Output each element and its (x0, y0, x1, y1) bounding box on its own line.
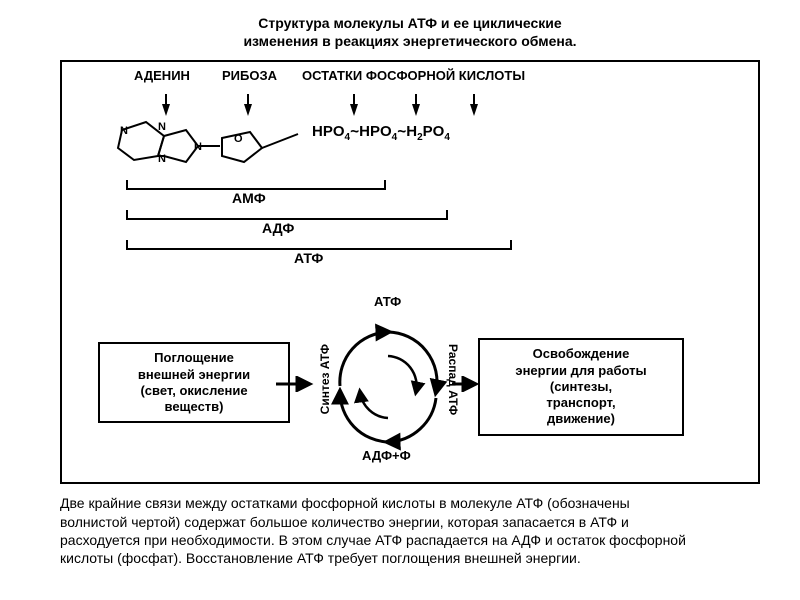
label-adenine: АДЕНИН (134, 68, 190, 83)
hpo4-2: HPO4 (359, 123, 397, 140)
label-phosphate: ОСТАТКИ ФОСФОРНОЙ КИСЛОТЫ (302, 68, 525, 83)
arrow-ribose (244, 104, 252, 116)
box-release-l2: энергии для работы (515, 363, 646, 378)
label-atp: АТФ (294, 250, 323, 266)
title: Структура молекулы АТФ и ее циклические … (60, 14, 760, 50)
bracket-adp (126, 210, 448, 220)
hpo4-1: HPO4 (312, 123, 350, 140)
label-ribose: РИБОЗА (222, 68, 277, 83)
label-adp: АДФ (262, 220, 294, 236)
cycle-bottom-label: АДФ+Ф (362, 448, 411, 463)
bond-2: ~ (397, 122, 406, 140)
phosphate-chain: HPO4~HPO4~H2PO4 (312, 122, 450, 143)
page: Структура молекулы АТФ и ее циклические … (0, 0, 800, 600)
svg-text:N: N (158, 121, 166, 133)
box-release-l5: движение) (547, 411, 615, 426)
title-line-1: Структура молекулы АТФ и ее циклические (258, 15, 561, 31)
footer-text: Две крайние связи между остатками фосфор… (60, 494, 700, 567)
structure-sketch: NN NN O (102, 116, 312, 176)
connector-left (274, 376, 314, 392)
atp-cycle (308, 302, 468, 472)
arrow-adenine (162, 104, 170, 116)
bracket-amp (126, 180, 386, 190)
box-absorption-l3: (свет, окисление (140, 383, 247, 398)
label-amp: АМФ (232, 190, 266, 206)
title-line-2: изменения в реакциях энергетического обм… (243, 33, 576, 49)
box-absorption: Поглощение внешней энергии (свет, окисле… (98, 342, 290, 423)
svg-text:N: N (120, 125, 128, 137)
diagram-frame: АДЕНИН РИБОЗА ОСТАТКИ ФОСФОРНОЙ КИСЛОТЫ … (60, 60, 760, 484)
box-release-l1: Освобождение (533, 346, 630, 361)
arrow-phos-3 (470, 104, 478, 116)
arrow-phos-1 (350, 104, 358, 116)
svg-text:O: O (234, 133, 243, 145)
svg-text:N: N (158, 153, 166, 165)
box-release: Освобождение энергии для работы (синтезы… (478, 338, 684, 435)
box-absorption-l4: веществ) (165, 399, 224, 414)
box-absorption-l2: внешней энергии (138, 367, 250, 382)
bracket-atp (126, 240, 512, 250)
arrow-phos-2 (412, 104, 420, 116)
box-absorption-l1: Поглощение (154, 350, 234, 365)
h2po4: H2PO4 (406, 123, 450, 140)
bond-1: ~ (350, 122, 359, 140)
connector-right (450, 376, 480, 392)
cycle-top-label: АТФ (374, 294, 401, 309)
cycle-left-label: Синтез АТФ (318, 344, 332, 414)
box-release-l3: (синтезы, (550, 379, 612, 394)
box-release-l4: транспорт, (546, 395, 615, 410)
